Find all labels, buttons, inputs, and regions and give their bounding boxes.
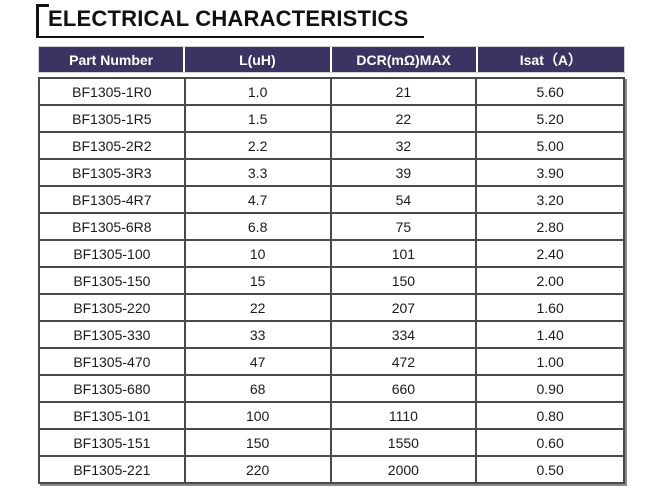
table-row: BF1305-100 10 101 2.40 <box>40 241 623 268</box>
table-cell: BF1305-4R7 <box>40 187 186 212</box>
table-cell: 334 <box>331 322 478 347</box>
table-cell: BF1305-220 <box>40 295 186 320</box>
table-cell: BF1305-330 <box>40 322 186 347</box>
table-cell: 150 <box>185 430 332 455</box>
table-cell: 1.60 <box>477 295 623 320</box>
table-cell: 3.20 <box>477 187 623 212</box>
table-cell: 3.90 <box>477 160 623 185</box>
table-cell: 10 <box>185 241 332 266</box>
table-cell: 220 <box>185 457 332 482</box>
table-cell: BF1305-150 <box>40 268 186 293</box>
table-cell: 100 <box>185 403 332 428</box>
table-row: BF1305-151 150 1550 0.60 <box>40 430 623 457</box>
table-cell: BF1305-1R0 <box>40 79 186 104</box>
table-cell: 1.5 <box>185 106 332 131</box>
table-cell: 39 <box>331 160 478 185</box>
table-cell: 2.2 <box>185 133 332 158</box>
table-row: BF1305-150 15 150 2.00 <box>40 268 623 295</box>
table-cell: 660 <box>331 376 478 401</box>
table-cell: 68 <box>185 376 332 401</box>
table-cell: 0.90 <box>477 376 623 401</box>
table-cell: 1.00 <box>477 349 623 374</box>
table-cell: BF1305-3R3 <box>40 160 186 185</box>
header-cell-dcr-m-max: DCR(mΩ)MAX <box>332 47 478 72</box>
table-cell: 0.50 <box>477 457 623 482</box>
table-cell: 3.3 <box>185 160 332 185</box>
table-cell: BF1305-221 <box>40 457 186 482</box>
table-cell: 15 <box>185 268 332 293</box>
table-cell: BF1305-100 <box>40 241 186 266</box>
table-cell: 472 <box>331 349 478 374</box>
table-cell: 2.80 <box>477 214 623 239</box>
table-header-row: Part Number L(uH) DCR(mΩ)MAX Isat（A） <box>38 46 625 73</box>
table-cell: 101 <box>331 241 478 266</box>
table-cell: BF1305-2R2 <box>40 133 186 158</box>
table-cell: 1550 <box>331 430 478 455</box>
table-row: BF1305-3R3 3.3 39 3.90 <box>40 160 623 187</box>
table-cell: 54 <box>331 187 478 212</box>
table-row: BF1305-2R2 2.2 32 5.00 <box>40 133 623 160</box>
page-title: ELECTRICAL CHARACTERISTICS <box>48 6 409 31</box>
table-cell: 21 <box>331 79 478 104</box>
table-row: BF1305-1R0 1.0 21 5.60 <box>40 79 623 106</box>
table-cell: 33 <box>185 322 332 347</box>
table-cell: 4.7 <box>185 187 332 212</box>
table-cell: 22 <box>331 106 478 131</box>
table-row: BF1305-221 220 2000 0.50 <box>40 457 623 482</box>
table-cell: BF1305-680 <box>40 376 186 401</box>
table-cell: BF1305-1R5 <box>40 106 186 131</box>
table-row: BF1305-101 100 1110 0.80 <box>40 403 623 430</box>
table-cell: 22 <box>185 295 332 320</box>
table-cell: 5.60 <box>477 79 623 104</box>
table-cell: 0.60 <box>477 430 623 455</box>
table-row: BF1305-470 47 472 1.00 <box>40 349 623 376</box>
table-cell: 1.0 <box>185 79 332 104</box>
table-row: BF1305-220 22 207 1.60 <box>40 295 623 322</box>
table-cell: 2000 <box>331 457 478 482</box>
table-cell: 5.00 <box>477 133 623 158</box>
table-row: BF1305-6R8 6.8 75 2.80 <box>40 214 623 241</box>
table-cell: 2.00 <box>477 268 623 293</box>
header-cell-isat-a: Isat（A） <box>519 51 582 68</box>
table-cell: 1110 <box>331 403 478 428</box>
table-cell: 75 <box>331 214 478 239</box>
header-cell-l-uh: L(uH) <box>185 47 332 72</box>
table-cell: 5.20 <box>477 106 623 131</box>
table-cell: BF1305-151 <box>40 430 186 455</box>
table-cell: 6.8 <box>185 214 332 239</box>
header-cell-part-number: Part Number <box>39 47 186 72</box>
table-row: BF1305-680 68 660 0.90 <box>40 376 623 403</box>
electrical-characteristics-table: Part Number L(uH) DCR(mΩ)MAX Isat（A） BF1305… <box>38 46 625 484</box>
table-row: BF1305-330 33 334 1.40 <box>40 322 623 349</box>
table-body: BF1305-1R0 1.0 21 5.60 BF1305-1R5 1.5 22 5.20 BF… <box>38 77 625 484</box>
table-cell: 1.40 <box>477 322 623 347</box>
table-row: BF1305-1R5 1.5 22 5.20 <box>40 106 623 133</box>
table-cell: 32 <box>331 133 478 158</box>
table-cell: BF1305-470 <box>40 349 186 374</box>
section-title-block: ELECTRICAL CHARACTERISTICS <box>36 4 425 38</box>
table-cell: 47 <box>185 349 332 374</box>
table-cell: 207 <box>331 295 478 320</box>
table-cell: BF1305-6R8 <box>40 214 186 239</box>
table-cell: 150 <box>331 268 478 293</box>
table-cell: 0.80 <box>477 403 623 428</box>
table-cell: 2.40 <box>477 241 623 266</box>
table-row: BF1305-4R7 4.7 54 3.20 <box>40 187 623 214</box>
table-cell: BF1305-101 <box>40 403 186 428</box>
